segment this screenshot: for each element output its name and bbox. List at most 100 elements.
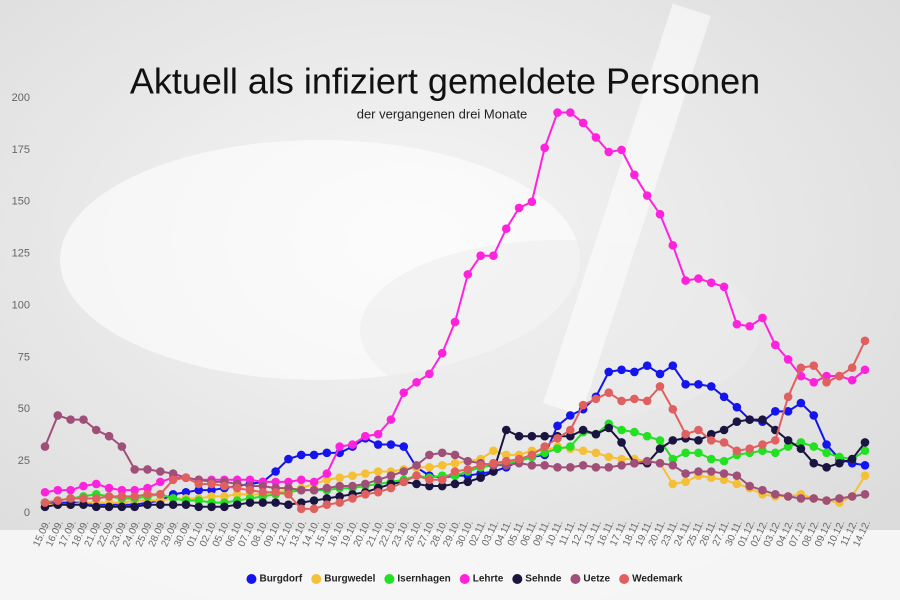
data-point: [425, 369, 434, 379]
data-point: [373, 429, 383, 439]
data-point: [681, 477, 690, 487]
legend-item: Wedemark: [619, 574, 683, 585]
data-point: [399, 467, 409, 476]
data-point: [40, 442, 50, 451]
data-point: [143, 500, 152, 510]
data-point: [694, 425, 703, 435]
data-point: [79, 481, 88, 491]
chart-subtitle: der vergangenen drei Monate: [357, 106, 528, 121]
legend-marker: [311, 574, 322, 584]
data-point: [309, 450, 319, 460]
data-point: [771, 490, 780, 499]
data-point: [591, 133, 601, 142]
data-point: [847, 492, 857, 501]
data-point: [681, 448, 690, 458]
data-point: [796, 438, 806, 447]
data-point: [847, 363, 857, 373]
data-point: [450, 479, 460, 489]
legend-item: Burgwedel: [311, 574, 376, 585]
data-point: [348, 440, 357, 449]
data-point: [617, 438, 626, 447]
data-point: [450, 317, 460, 327]
data-point: [617, 145, 626, 155]
data-point: [796, 444, 806, 453]
data-point: [386, 415, 396, 424]
data-point: [361, 479, 370, 489]
data-point: [758, 446, 767, 456]
legend-item: Uetze: [570, 574, 611, 585]
data-point: [668, 436, 678, 445]
data-point: [207, 479, 216, 489]
data-point: [706, 429, 716, 439]
data-point: [771, 448, 780, 458]
data-point: [79, 415, 88, 424]
data-point: [732, 402, 742, 412]
data-point: [630, 427, 639, 437]
data-point: [322, 475, 332, 485]
data-point: [309, 477, 319, 487]
data-point: [425, 481, 434, 491]
data-point: [220, 492, 229, 501]
data-point: [783, 392, 793, 402]
data-point: [309, 504, 319, 514]
data-point: [476, 460, 485, 470]
data-point: [207, 492, 216, 501]
data-point: [860, 438, 870, 447]
data-point: [412, 377, 421, 387]
data-point: [91, 502, 101, 512]
data-point: [361, 431, 370, 441]
data-point: [168, 469, 178, 478]
y-tick-label: 100: [12, 299, 30, 311]
data-point: [117, 502, 127, 512]
data-point: [245, 498, 255, 507]
data-point: [104, 483, 114, 493]
data-point: [578, 446, 588, 456]
data-point: [91, 494, 101, 503]
data-point: [232, 500, 242, 510]
data-point: [335, 481, 344, 491]
data-point: [322, 483, 332, 493]
data-point: [412, 471, 421, 480]
chart-title: Aktuell als infiziert gemeldete Personen: [130, 61, 760, 102]
data-point: [527, 431, 537, 441]
data-point: [578, 118, 588, 128]
data-point: [450, 458, 460, 468]
data-point: [284, 500, 293, 510]
y-tick-label: 75: [18, 351, 30, 363]
data-point: [822, 377, 831, 387]
data-point: [40, 498, 50, 507]
data-point: [386, 483, 396, 493]
data-point: [66, 485, 75, 495]
data-point: [91, 425, 101, 435]
data-point: [745, 321, 754, 331]
data-point: [168, 475, 178, 485]
data-point: [578, 460, 588, 470]
data-point: [181, 500, 191, 510]
data-point: [399, 388, 409, 397]
data-point: [822, 496, 831, 505]
data-point: [566, 108, 575, 117]
data-point: [450, 450, 460, 460]
legend-marker: [570, 574, 581, 584]
data-point: [719, 438, 729, 447]
data-point: [425, 463, 434, 472]
data-point: [796, 494, 806, 503]
data-point: [476, 251, 485, 260]
data-point: [719, 475, 729, 485]
data-point: [91, 479, 101, 489]
data-point: [412, 460, 421, 470]
data-point: [719, 456, 729, 466]
data-point: [194, 496, 204, 505]
data-point: [335, 498, 344, 507]
data-point: [694, 436, 703, 445]
data-point: [412, 479, 421, 489]
data-point: [501, 224, 511, 234]
data-point: [566, 411, 575, 420]
data-point: [655, 444, 665, 453]
data-point: [630, 394, 639, 404]
data-point: [489, 251, 498, 260]
data-point: [66, 415, 75, 424]
data-point: [373, 475, 383, 485]
data-point: [783, 442, 793, 451]
data-point: [591, 463, 601, 472]
